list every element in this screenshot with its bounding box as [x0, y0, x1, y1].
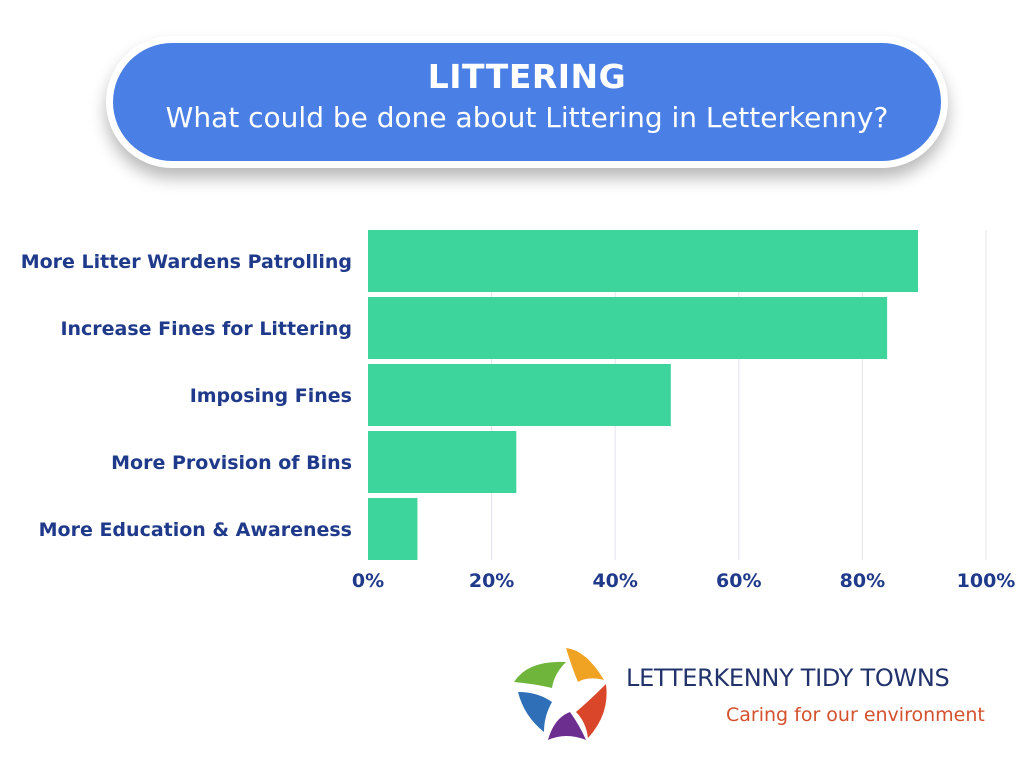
- bar: [368, 431, 517, 493]
- letterkenny-tidy-towns-logo: LETTERKENNY TIDY TOWNS Caring for our en…: [508, 640, 1008, 750]
- x-tick-label: 60%: [716, 570, 761, 592]
- chart-title: LITTERING: [427, 57, 627, 96]
- tidy-towns-people-star-icon: [514, 648, 607, 740]
- bar: [368, 297, 888, 359]
- x-tick-label: 0%: [352, 570, 384, 592]
- logo-name: LETTERKENNY TIDY TOWNS: [626, 664, 950, 692]
- category-label: Increase Fines for Littering: [60, 318, 352, 340]
- logo-tagline: Caring for our environment: [726, 704, 985, 726]
- bar: [368, 230, 919, 292]
- category-label: More Provision of Bins: [111, 452, 352, 474]
- bar: [368, 498, 418, 560]
- bar: [368, 364, 671, 426]
- category-label: More Litter Wardens Patrolling: [21, 251, 352, 273]
- category-label: More Education & Awareness: [39, 519, 352, 541]
- chart-subtitle: What could be done about Littering in Le…: [165, 101, 889, 134]
- x-tick-label: 100%: [957, 570, 1016, 592]
- title-banner: LITTERING What could be done about Litte…: [113, 43, 941, 161]
- x-tick-label: 80%: [840, 570, 885, 592]
- x-tick-label: 40%: [592, 570, 637, 592]
- x-tick-label: 20%: [469, 570, 514, 592]
- category-label: Imposing Fines: [190, 385, 352, 407]
